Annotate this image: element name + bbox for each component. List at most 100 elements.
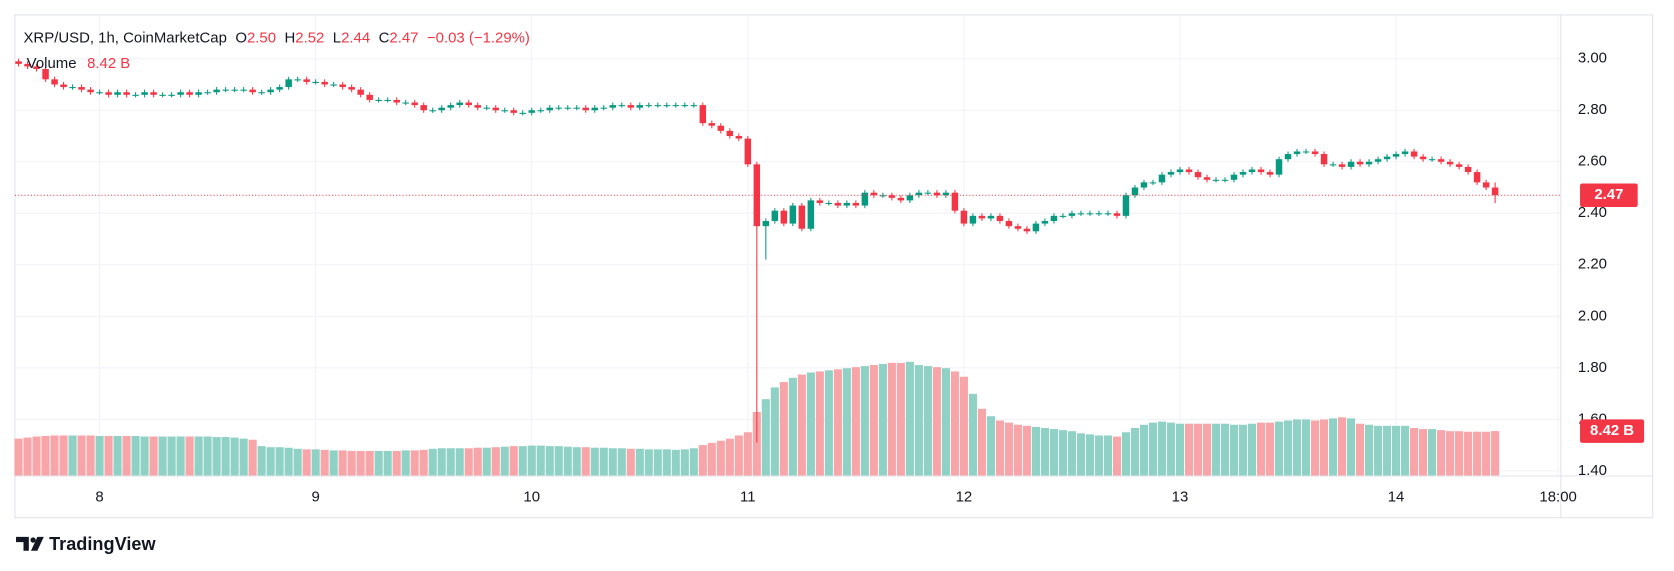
close-value: 2.47 <box>389 29 418 46</box>
candle-body <box>1464 166 1472 173</box>
candle-body <box>1221 179 1229 181</box>
volume-bar <box>284 447 293 477</box>
volume-bar <box>545 446 554 477</box>
candle-body <box>1374 159 1382 162</box>
candle-body <box>510 110 517 113</box>
volume-bar <box>671 449 680 477</box>
candle-body <box>177 92 184 95</box>
volume-bar <box>941 368 950 477</box>
volume-bar <box>968 393 977 477</box>
volume-bar <box>1022 425 1031 477</box>
volume-bar <box>1274 421 1284 477</box>
volume-bar <box>167 436 176 477</box>
candle-body <box>1122 195 1130 216</box>
volume-bar <box>491 447 500 477</box>
volume-bar <box>275 447 284 477</box>
volume-value: 8.42 B <box>87 55 130 72</box>
candle-body <box>915 192 923 196</box>
candle-body <box>1140 182 1148 188</box>
candle-body <box>1275 159 1283 175</box>
volume-bar <box>1337 417 1347 477</box>
x-tick-label: 8 <box>95 488 103 505</box>
volume-bar <box>365 450 374 477</box>
candle-body <box>1158 174 1166 183</box>
volume-bar <box>131 435 140 477</box>
candle-body <box>1446 161 1454 165</box>
volume-bar <box>1049 429 1058 477</box>
volume-bar <box>50 435 59 477</box>
candle-body <box>240 89 247 91</box>
candle-body <box>627 105 635 108</box>
candle-body <box>501 110 508 112</box>
candle-body <box>807 200 815 229</box>
candle-body <box>1095 213 1103 215</box>
volume-bar <box>356 450 365 477</box>
candle-body <box>1023 228 1031 232</box>
volume-bar <box>23 437 32 477</box>
candle-body <box>60 84 67 88</box>
y-tick-label: 2.80 <box>1578 101 1607 118</box>
volume-bar <box>1464 431 1473 477</box>
volume-bar <box>320 449 329 477</box>
volume-bar <box>779 382 788 477</box>
candle-body <box>546 107 553 111</box>
candle-body <box>654 105 662 107</box>
candle-body <box>690 105 698 107</box>
candle-body <box>591 107 599 111</box>
volume-bar <box>563 446 572 477</box>
volume-bar <box>878 363 887 477</box>
volume-bar <box>1094 435 1104 477</box>
volume-bar <box>473 447 482 477</box>
last-price-badge <box>1580 183 1638 207</box>
volume-bar <box>302 449 311 477</box>
volume-bar <box>149 436 158 477</box>
volume-bar <box>689 448 698 477</box>
candle-body <box>1050 215 1058 222</box>
candle-body <box>42 69 49 80</box>
candle-body <box>222 89 229 91</box>
candle-body <box>69 87 76 89</box>
candle-body <box>1239 172 1247 175</box>
volume-bar <box>869 365 878 477</box>
close-label: C <box>379 29 390 46</box>
volume-bar <box>698 445 707 477</box>
volume-bar <box>185 436 194 477</box>
volume-bar <box>401 450 410 477</box>
candle-body <box>105 92 112 95</box>
candle-body <box>204 92 211 94</box>
volume-bar <box>833 369 842 477</box>
volume-bar <box>554 446 563 477</box>
candle-body <box>1203 177 1211 180</box>
volume-bar <box>599 447 608 477</box>
volume-bar <box>1202 423 1212 477</box>
volume-bar <box>122 435 131 477</box>
candle-body <box>708 123 716 126</box>
y-tick-label: 1.40 <box>1578 462 1607 479</box>
volume-bar <box>518 446 527 477</box>
symbol: XRP/USD, 1h, CoinMarketCap <box>23 29 226 46</box>
candle-body <box>906 195 914 201</box>
legend: XRP/USD, 1h, CoinMarketCap O2.50 H2.52 L… <box>23 29 529 46</box>
volume-bar <box>68 435 77 477</box>
volume-bar <box>932 367 941 477</box>
volume-bar <box>1058 430 1067 477</box>
candle-body <box>798 205 806 229</box>
candle-body <box>600 107 608 109</box>
volume-bar <box>1121 432 1131 477</box>
candle-body <box>951 192 959 211</box>
volume-bar <box>509 446 518 477</box>
candle-body <box>789 205 797 224</box>
candle-body <box>411 102 418 106</box>
candle-body <box>321 81 328 85</box>
volume-bar <box>788 377 797 477</box>
volume-bar <box>1455 431 1464 477</box>
candle-body <box>393 99 400 103</box>
volume-bar <box>905 361 914 477</box>
volume-bar <box>95 435 104 477</box>
candle-body <box>51 79 58 85</box>
candle-body <box>456 102 463 106</box>
volume-bar <box>806 372 815 477</box>
candle-body <box>960 210 968 224</box>
candle-body <box>555 107 562 109</box>
x-tick-label: 12 <box>956 488 973 505</box>
